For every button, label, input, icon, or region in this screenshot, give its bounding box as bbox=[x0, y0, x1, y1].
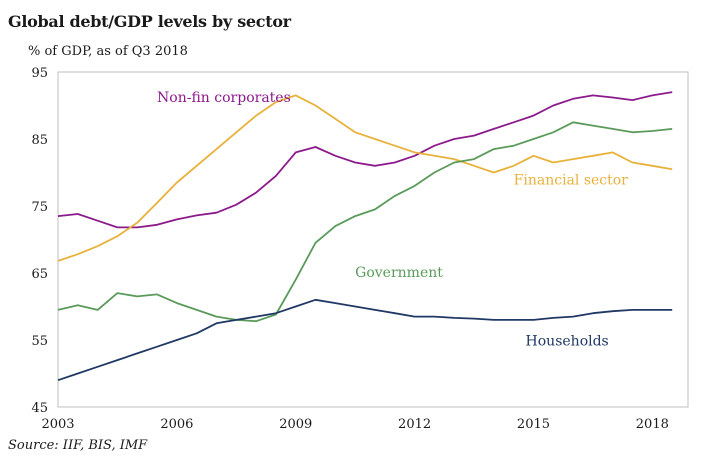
series-label-non-fin-corporates: Non-fin corporates bbox=[157, 90, 291, 106]
y-tick-label: 75 bbox=[31, 200, 48, 215]
series-label-financial-sector: Financial sector bbox=[514, 173, 629, 189]
x-tick-label: 2006 bbox=[160, 417, 193, 432]
series-line-financial-sector bbox=[57, 94, 673, 262]
series-line-non-fin-corporates bbox=[57, 91, 673, 229]
x-tick-label: 2009 bbox=[279, 417, 312, 432]
y-tick-label: 85 bbox=[31, 133, 48, 148]
x-tick-label: 2003 bbox=[41, 417, 74, 432]
y-tick-label: 45 bbox=[31, 401, 48, 416]
plot-frame bbox=[57, 71, 689, 408]
y-tick-label: 95 bbox=[31, 66, 48, 81]
chart-title: Global debt/GDP levels by sector bbox=[8, 12, 291, 31]
x-tick-label: 2015 bbox=[517, 417, 550, 432]
chart-subtitle: % of GDP, as of Q3 2018 bbox=[28, 44, 188, 59]
chart-source: Source: IIF, BIS, IMF bbox=[8, 438, 148, 453]
y-tick-label: 55 bbox=[31, 334, 48, 349]
series-label-households: Households bbox=[526, 333, 609, 349]
series-line-households bbox=[57, 298, 673, 382]
y-tick-label: 65 bbox=[31, 267, 48, 282]
x-tick-label: 2012 bbox=[398, 417, 431, 432]
series-label-government: Government bbox=[355, 265, 443, 281]
series-line-government bbox=[57, 121, 673, 323]
x-tick-label: 2018 bbox=[636, 417, 669, 432]
